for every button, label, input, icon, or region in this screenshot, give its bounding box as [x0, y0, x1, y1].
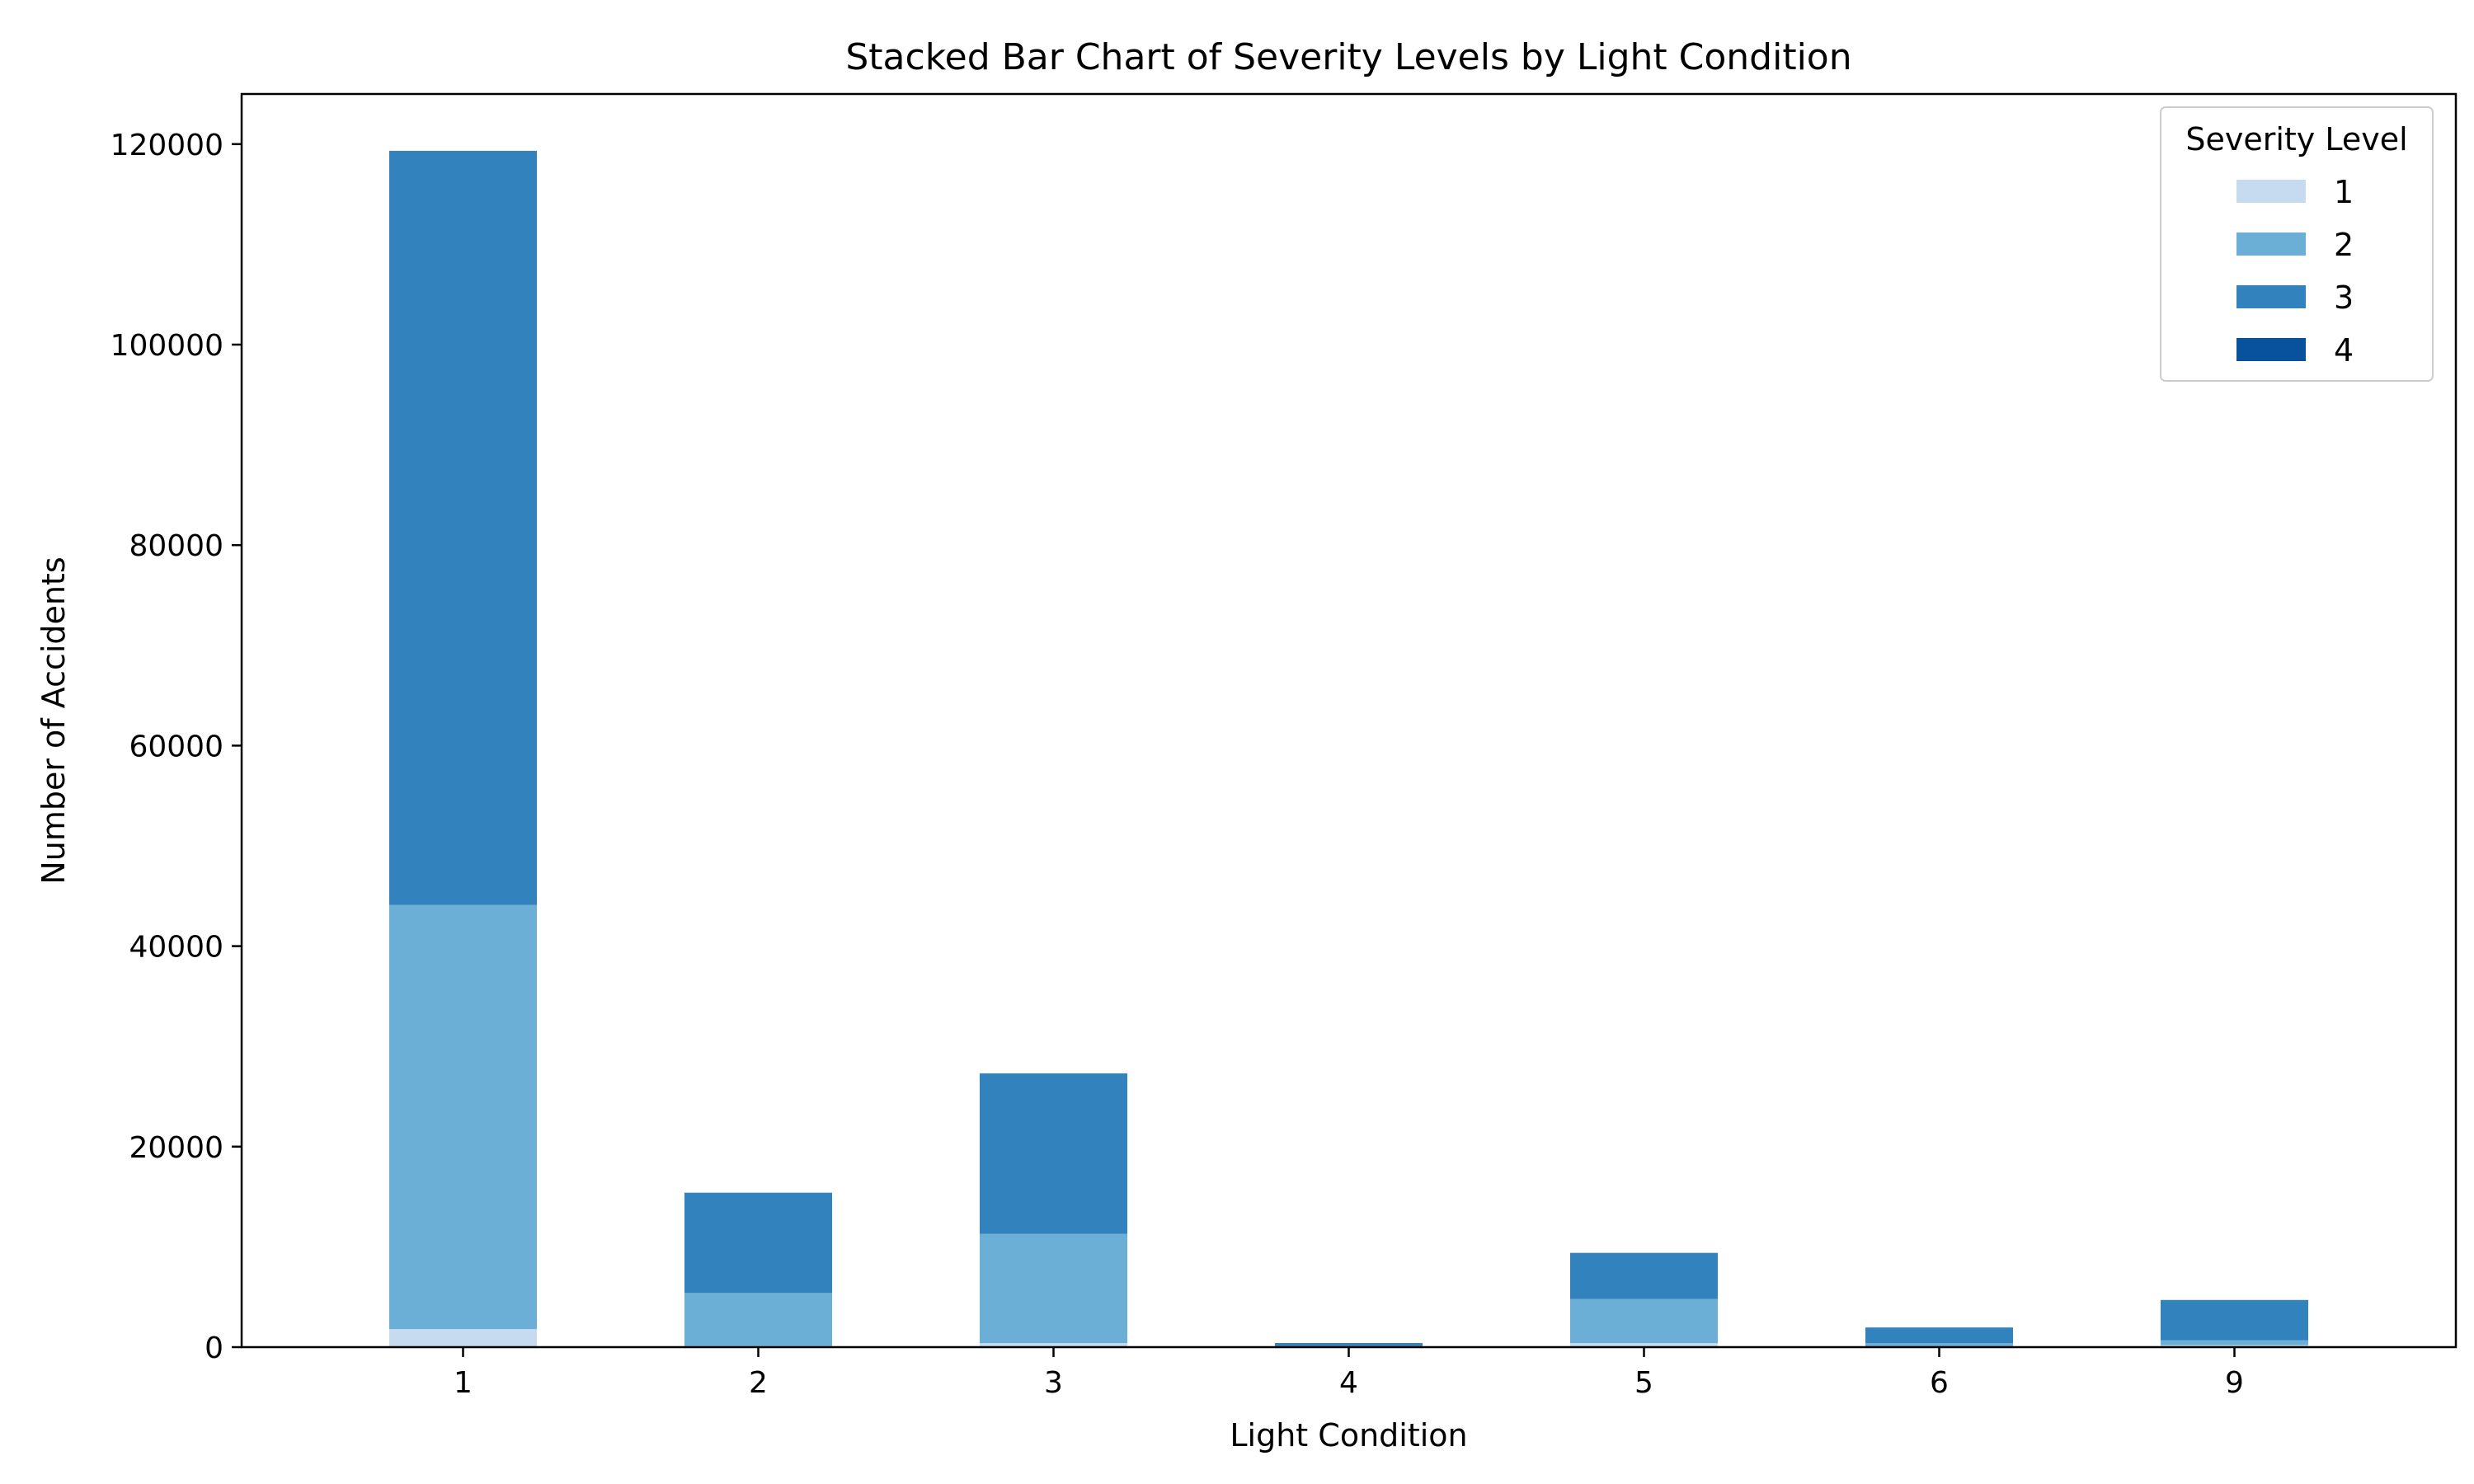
legend-swatch-2 — [2236, 232, 2306, 256]
legend: Severity Level 1 2 3 4 — [2160, 106, 2434, 382]
y-tick-label: 100000 — [111, 329, 223, 363]
bar-segment-cat-5-severity-3 — [1570, 1252, 1718, 1299]
x-tick-label: 4 — [1339, 1366, 1358, 1400]
bar-segment-cat-6-severity-2 — [1865, 1343, 2013, 1347]
bar-segment-cat-2-severity-3 — [684, 1192, 832, 1294]
legend-swatch-4 — [2236, 338, 2306, 361]
legend-title: Severity Level — [2185, 121, 2407, 157]
chart-title: Stacked Bar Chart of Severity Levels by … — [845, 36, 1851, 78]
bar-segment-cat-1-severity-2 — [389, 904, 537, 1330]
legend-swatch-3 — [2236, 285, 2306, 308]
bar-segment-cat-5-severity-1 — [1570, 1343, 1718, 1347]
x-tick-label: 9 — [2225, 1366, 2244, 1400]
x-tick-label: 6 — [1930, 1366, 1949, 1400]
y-tick-label: 40000 — [129, 931, 223, 965]
bar-segment-cat-3-severity-1 — [980, 1343, 1127, 1347]
bar-segment-cat-9-severity-2 — [2161, 1340, 2308, 1345]
bar-segment-cat-4-severity-3 — [1275, 1343, 1423, 1346]
bar-segment-cat-3-severity-3 — [980, 1073, 1127, 1234]
bar-segment-cat-3-severity-2 — [980, 1233, 1127, 1344]
y-tick-label: 120000 — [111, 129, 223, 162]
bar-segment-cat-9-severity-3 — [2161, 1299, 2308, 1341]
y-tick-label: 20000 — [129, 1131, 223, 1165]
bar-segment-cat-2-severity-2 — [684, 1293, 832, 1346]
x-tick-label: 5 — [1634, 1366, 1653, 1400]
plot-frame — [240, 92, 2458, 1349]
y-axis-label: Number of Accidents — [35, 556, 72, 884]
axes-layer: 0 20000 40000 60000 80000 100000 120000 1 2 3 4 5 6 9 — [111, 92, 2458, 1400]
bar-segment-cat-1-severity-1 — [389, 1329, 537, 1347]
legend-label-3: 3 — [2334, 279, 2354, 316]
bars-layer — [389, 150, 2308, 1347]
y-tick-label: 80000 — [129, 529, 223, 563]
legend-label-2: 2 — [2334, 227, 2354, 263]
bar-segment-cat-6-severity-3 — [1865, 1327, 2013, 1344]
bar-segment-cat-1-severity-3 — [389, 151, 537, 905]
legend-label-4: 4 — [2334, 332, 2354, 369]
legend-swatch-1 — [2236, 180, 2306, 203]
x-tick-label: 3 — [1044, 1366, 1063, 1400]
y-tick-label: 0 — [205, 1331, 223, 1365]
y-tick-label: 60000 — [129, 730, 223, 763]
x-axis-label: Light Condition — [1230, 1417, 1467, 1453]
x-tick-label: 1 — [454, 1366, 473, 1400]
legend-label-1: 1 — [2334, 174, 2354, 210]
bar-segment-cat-5-severity-2 — [1570, 1298, 1718, 1344]
x-tick-label: 2 — [749, 1366, 768, 1400]
